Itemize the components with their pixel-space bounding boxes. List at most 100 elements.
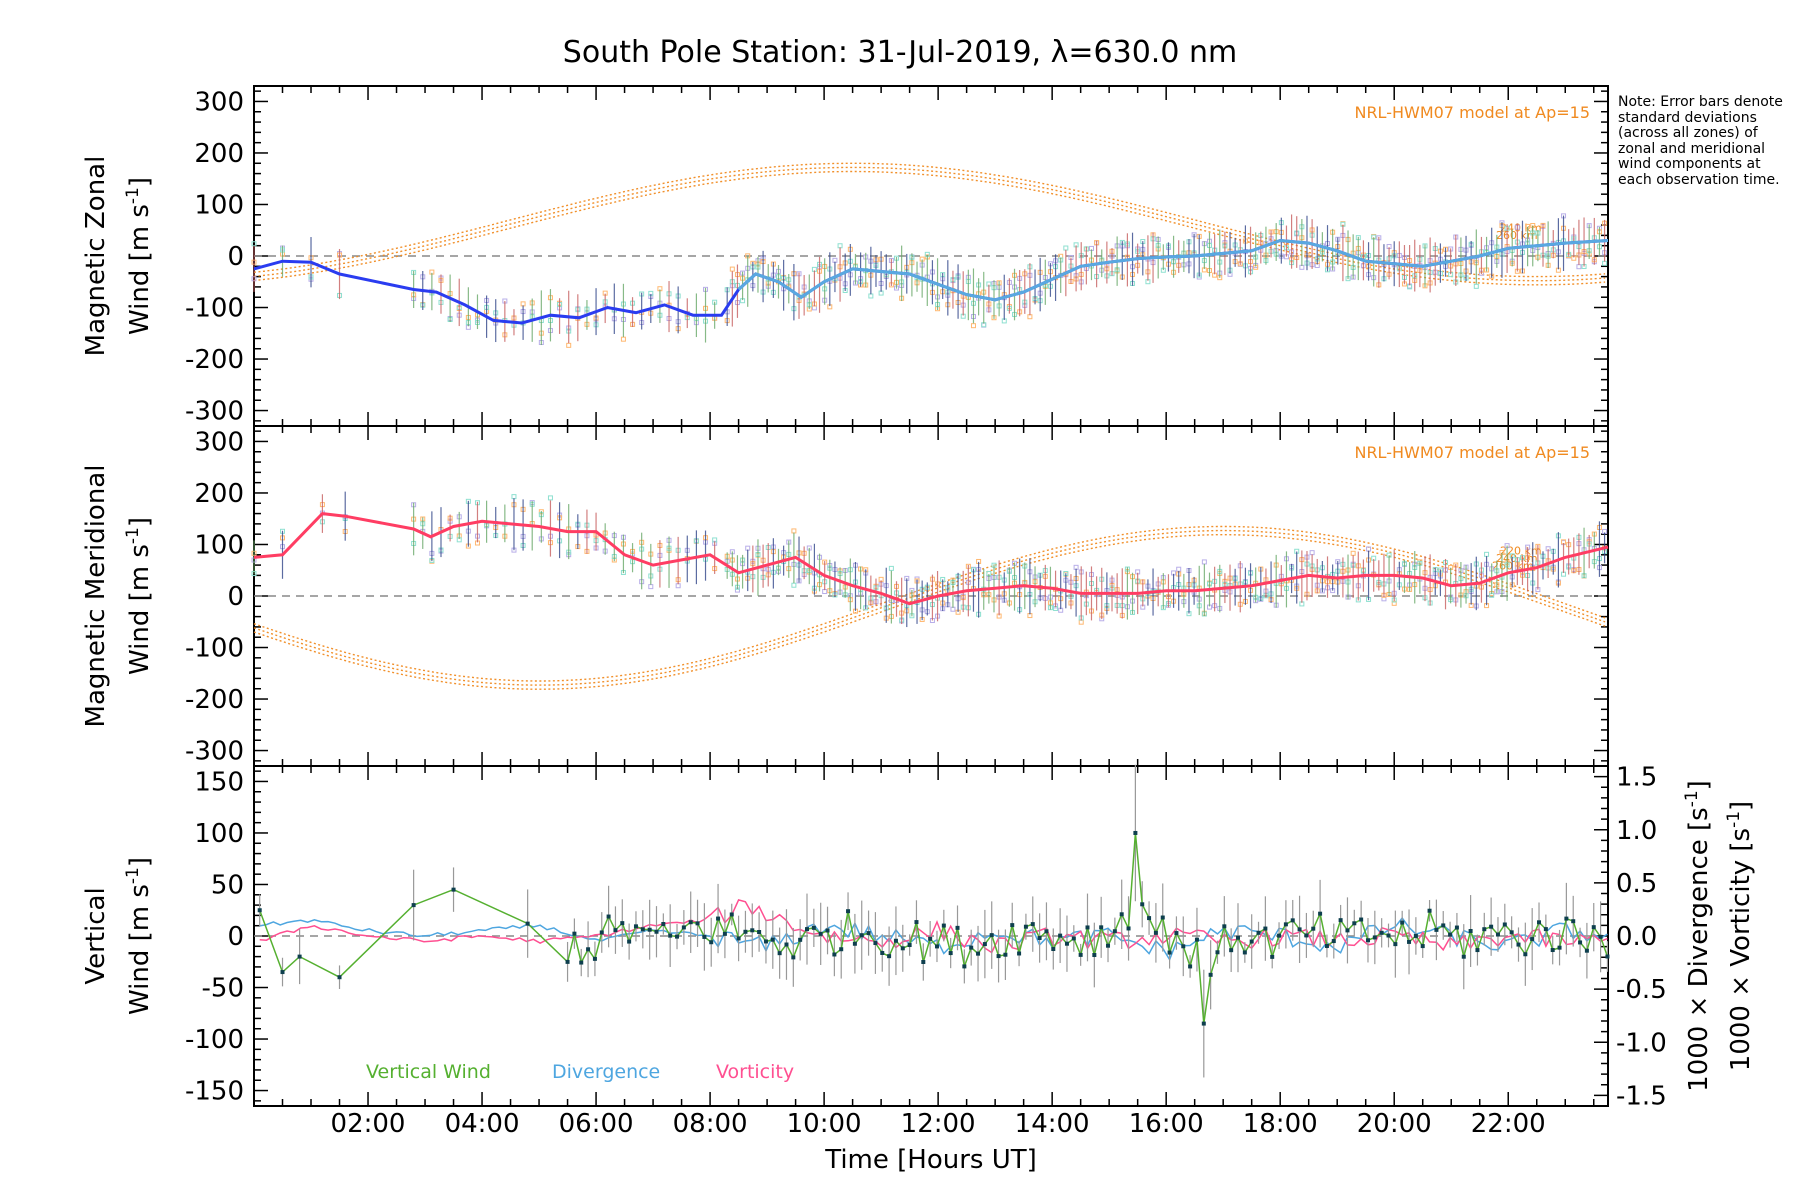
vertical-wind-point (1578, 940, 1583, 945)
vertical-wind-point (763, 939, 768, 944)
vertical-wind-point (1516, 942, 1521, 947)
vertical-wind-point (1400, 920, 1405, 925)
vertical-wind-point (257, 908, 262, 913)
vertical-wind-point (818, 931, 823, 936)
y2-tick-label: -1.0 (1616, 1028, 1667, 1058)
vertical-wind-point (811, 925, 816, 930)
y-tick-label: 200 (194, 479, 244, 509)
vertical-wind-point (1461, 954, 1466, 959)
vorticity-line (259, 899, 1608, 954)
vertical-wind-point (921, 959, 926, 964)
y2-tick-label: -0.5 (1616, 975, 1667, 1005)
vertical-wind-point (1270, 954, 1275, 959)
model-curve (253, 166, 1606, 282)
y2-tick-label: 0.5 (1616, 869, 1657, 899)
zone-sample (868, 293, 874, 299)
vertical-wind-point (1386, 933, 1391, 938)
model-curve (253, 170, 1606, 286)
vertical-wind-point (900, 946, 905, 951)
zone-sample (1576, 264, 1582, 270)
vertical-wind-point (565, 959, 570, 964)
zone-sample (547, 495, 553, 501)
vertical-wind-point (297, 954, 302, 959)
vertical-wind-point (1023, 924, 1028, 929)
vertical-wind-point (1194, 937, 1199, 942)
vertical-wind-point (1434, 927, 1439, 932)
y-tick-label: 300 (194, 87, 244, 117)
zone-sample (1176, 566, 1182, 572)
zone-sample (791, 528, 797, 534)
vertical-wind-point (1304, 933, 1309, 938)
zonal-mean-line (737, 238, 1609, 302)
zone-sample (1602, 260, 1608, 266)
vertical-wind-point (627, 939, 632, 944)
vertical-wind-point (1537, 920, 1542, 925)
vertical-wind-point (962, 964, 967, 969)
vertical-wind-point (1140, 902, 1145, 907)
x-tick-label: 18:00 (1243, 1109, 1318, 1139)
vertical-wind-point (982, 942, 987, 947)
x-tick-label: 10:00 (787, 1109, 862, 1139)
vertical-wind-point (1030, 922, 1035, 927)
zone-sample (1484, 551, 1490, 557)
meridional-wind-line (253, 512, 1609, 606)
zone-sample (729, 266, 735, 272)
vertical-ylabel-line2: Wind [m s-1] (123, 857, 155, 1015)
x-axis-title: Time [Hours UT] (824, 1145, 1037, 1175)
legend-vorticity: Vorticity (716, 1061, 794, 1083)
y-tick-label: 0 (227, 582, 244, 612)
meridional-model-label: NRL-HWM07 model at Ap=15 (1354, 443, 1590, 462)
vertical-wind-point (606, 914, 611, 919)
y2-tick-label: -1.5 (1616, 1081, 1667, 1111)
vertical-wind-point (572, 931, 577, 936)
vertical-wind-point (948, 951, 953, 956)
vertical-wind-point (955, 925, 960, 930)
zone-sample (648, 584, 654, 590)
vertical-wind-point (675, 934, 680, 939)
vertical-wind-point (411, 903, 416, 908)
vertical-wind-point (825, 928, 830, 933)
y-tick-label: 300 (194, 427, 244, 457)
y-tick-label: -100 (185, 634, 244, 664)
zone-sample (1027, 314, 1033, 320)
vertical-wind-point (1003, 952, 1008, 957)
vertical-wind-point (695, 921, 700, 926)
zone-sample (970, 323, 976, 329)
vertical-wind-point (996, 954, 1001, 959)
vertical-wind-point (1420, 944, 1425, 949)
vertical-wind-point (989, 933, 994, 938)
zonal-model-label: NRL-HWM07 model at Ap=15 (1354, 103, 1590, 122)
vertical-wind-point (716, 916, 721, 921)
zone-sample (511, 494, 517, 500)
zone-sample (745, 545, 751, 551)
x-tick-label: 02:00 (331, 1109, 406, 1139)
y-tick-label: 100 (194, 190, 244, 220)
y-tick-label: -200 (185, 345, 244, 375)
y-tick-label: 200 (194, 139, 244, 169)
vertical-wind-point (743, 929, 748, 934)
y2-tick-label: 1.5 (1616, 763, 1657, 793)
vertical-wind-point (1153, 930, 1158, 935)
vertical-wind-point (859, 933, 864, 938)
vertical-wind-point (1222, 924, 1227, 929)
zone-sample (1309, 550, 1315, 556)
vertical-wind-point (1564, 916, 1569, 921)
vertical-wind-point (1379, 930, 1384, 935)
vertical-ylabel-line1: Vertical (81, 887, 111, 984)
vertical-wind-point (1543, 927, 1548, 932)
x-tick-label: 08:00 (673, 1109, 748, 1139)
vertical-wind-point (839, 947, 844, 952)
vertical-wind-point (451, 887, 456, 892)
zonal-ylabel-line1: Magnetic Zonal (81, 156, 111, 357)
vertical-wind-point (1126, 926, 1131, 931)
vertical-wind-point (1530, 937, 1535, 942)
vertical-wind-point (1454, 925, 1459, 930)
vertical-wind-point (613, 928, 618, 933)
x-tick-label: 04:00 (445, 1109, 520, 1139)
zone-sample (251, 241, 257, 247)
vertical-wind-point (750, 928, 755, 933)
zone-sample (520, 301, 526, 307)
vertical-wind-point (1427, 908, 1432, 913)
vertical-wind-point (1352, 921, 1357, 926)
zone-sample (675, 583, 681, 589)
